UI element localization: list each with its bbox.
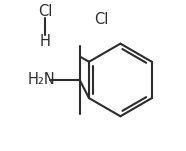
Text: H₂N: H₂N bbox=[27, 72, 55, 87]
Text: Cl: Cl bbox=[94, 12, 108, 27]
Text: Cl: Cl bbox=[38, 4, 52, 19]
Text: H: H bbox=[39, 34, 50, 49]
